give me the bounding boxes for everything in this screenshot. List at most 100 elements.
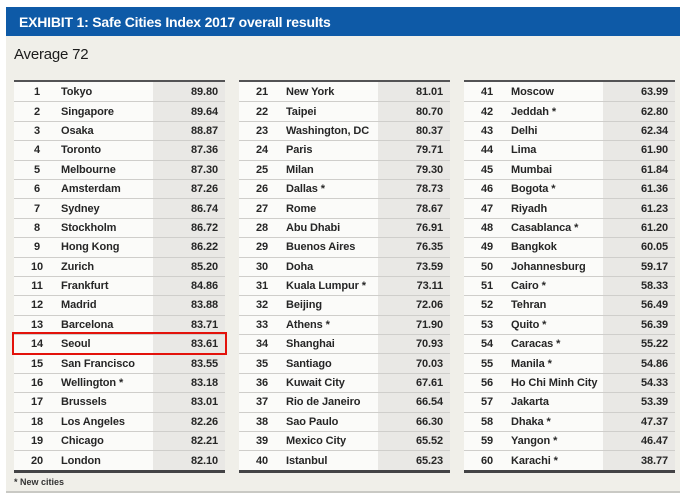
- table-row: 31 Kuala Lumpur * 73.11: [239, 275, 450, 296]
- table-row: 53 Quito * 56.39: [464, 314, 675, 335]
- table-row: 13 Barcelona 83.71: [14, 314, 225, 335]
- score-cell: 66.54: [378, 393, 450, 412]
- table-row: 30 Doha 73.59: [239, 256, 450, 276]
- rank-cell: 24: [255, 144, 269, 157]
- score-cell: 72.06: [378, 296, 450, 315]
- rank-cell: 21: [255, 85, 269, 98]
- rank-cell: 53: [480, 318, 494, 331]
- table-row: 57 Jakarta 53.39: [464, 392, 675, 412]
- exhibit-title-bar: EXHIBIT 1: Safe Cities Index 2017 overal…: [6, 7, 680, 36]
- ranking-column-3: 41 Moscow 63.99 42 Jeddah * 62.80 43 Delhi 62.34…: [464, 80, 675, 473]
- table-row: 60 Karachi * 38.77: [464, 450, 675, 470]
- city-cell: Amsterdam: [61, 183, 121, 196]
- city-cell: Barcelona: [61, 318, 114, 331]
- score-cell: 86.22: [153, 238, 225, 257]
- score-cell: 53.39: [603, 393, 675, 412]
- rank-cell: 38: [255, 415, 269, 428]
- score-cell: 78.67: [378, 199, 450, 218]
- table-row: 22 Taipei 80.70: [239, 101, 450, 121]
- table-row: 19 Chicago 82.21: [14, 431, 225, 451]
- score-cell: 63.99: [603, 82, 675, 102]
- score-cell: 54.33: [603, 373, 675, 393]
- score-cell: 89.64: [153, 102, 225, 121]
- table-row: 27 Rome 78.67: [239, 198, 450, 218]
- table-row: 21 New York 81.01: [239, 82, 450, 102]
- city-cell: Johannesburg: [511, 260, 586, 273]
- city-cell: Taipei: [286, 105, 317, 118]
- score-cell: 86.72: [153, 218, 225, 238]
- rank-cell: 17: [30, 396, 44, 409]
- table-row: 25 Milan 79.30: [239, 159, 450, 179]
- table-row: 51 Cairo * 58.33: [464, 275, 675, 296]
- score-cell: 82.10: [153, 451, 225, 470]
- city-cell: Washington, DC: [286, 124, 370, 137]
- score-cell: 87.30: [153, 160, 225, 179]
- score-cell: 62.34: [603, 121, 675, 141]
- score-cell: 54.86: [603, 354, 675, 373]
- rank-cell: 4: [33, 144, 41, 157]
- city-cell: Kuwait City: [286, 377, 345, 390]
- score-cell: 88.87: [153, 121, 225, 141]
- table-row: 34 Shanghai 70.93: [239, 334, 450, 354]
- score-cell: 81.01: [378, 82, 450, 102]
- table-row: 8 Stockholm 86.72: [14, 217, 225, 238]
- score-cell: 60.05: [603, 238, 675, 257]
- city-cell: Jeddah *: [511, 105, 557, 118]
- exhibit-panel: Average 72 1 Tokyo 89.80 2 Singapore 89.64 3 Os…: [6, 36, 680, 493]
- page-title: EXHIBIT 1: Safe Cities Index 2017 overal…: [19, 13, 331, 30]
- score-cell: 76.91: [378, 218, 450, 238]
- table-row: 28 Abu Dhabi 76.91: [239, 217, 450, 238]
- table-row: 15 San Francisco 83.55: [14, 353, 225, 373]
- city-cell: Toronto: [61, 144, 102, 157]
- score-cell: 65.52: [378, 432, 450, 451]
- table-row: 29 Buenos Aires 76.35: [239, 237, 450, 257]
- score-cell: 79.71: [378, 141, 450, 160]
- rank-cell: 41: [480, 85, 494, 98]
- rank-cell: 56: [480, 377, 494, 390]
- rank-cell: 36: [255, 377, 269, 390]
- city-cell: Hong Kong: [61, 241, 120, 254]
- score-cell: 58.33: [603, 276, 675, 296]
- table-row: 39 Mexico City 65.52: [239, 431, 450, 451]
- table-row: 17 Brussels 83.01: [14, 392, 225, 412]
- rank-cell: 55: [480, 357, 494, 370]
- score-cell: 89.80: [153, 82, 225, 102]
- table-row: 41 Moscow 63.99: [464, 82, 675, 102]
- score-cell: 70.03: [378, 354, 450, 373]
- table-row: 44 Lima 61.90: [464, 140, 675, 160]
- rank-cell: 50: [480, 260, 494, 273]
- table-row: 48 Casablanca * 61.20: [464, 217, 675, 238]
- city-cell: Rio de Janeiro: [286, 396, 361, 409]
- score-cell: 85.20: [153, 257, 225, 276]
- score-cell: 82.26: [153, 412, 225, 432]
- score-cell: 70.93: [378, 335, 450, 354]
- score-cell: 73.11: [378, 276, 450, 296]
- table-row: 46 Bogota * 61.36: [464, 178, 675, 199]
- rank-cell: 20: [30, 454, 44, 467]
- table-row: 52 Tehran 56.49: [464, 295, 675, 315]
- score-cell: 86.74: [153, 199, 225, 218]
- city-cell: Buenos Aires: [286, 241, 356, 254]
- city-cell: Mumbai: [511, 163, 552, 176]
- city-cell: Singapore: [61, 105, 114, 118]
- table-row: 37 Rio de Janeiro 66.54: [239, 392, 450, 412]
- city-cell: Tokyo: [61, 85, 93, 98]
- table-row: 32 Beijing 72.06: [239, 295, 450, 315]
- city-cell: Kuala Lumpur *: [286, 280, 366, 293]
- rank-cell: 25: [255, 163, 269, 176]
- table-row: 54 Caracas * 55.22: [464, 334, 675, 354]
- rank-cell: 46: [480, 183, 494, 196]
- city-cell: Cairo *: [511, 280, 546, 293]
- ranking-column-2: 21 New York 81.01 22 Taipei 80.70 23 Washington…: [239, 80, 450, 473]
- score-cell: 83.71: [153, 315, 225, 335]
- rank-cell: 58: [480, 415, 494, 428]
- city-cell: Wellington *: [61, 377, 124, 390]
- city-cell: Shanghai: [286, 338, 335, 351]
- city-cell: Bogota *: [511, 183, 556, 196]
- table-row: 55 Manila * 54.86: [464, 353, 675, 373]
- city-cell: Sydney: [61, 202, 100, 215]
- city-cell: Bangkok: [511, 241, 557, 254]
- table-row: 9 Hong Kong 86.22: [14, 237, 225, 257]
- rank-cell: 48: [480, 221, 494, 234]
- table-row: 47 Riyadh 61.23: [464, 198, 675, 218]
